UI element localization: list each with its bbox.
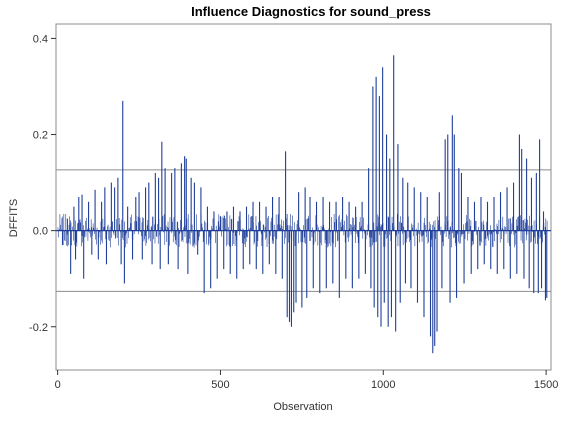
x-axis-ticks: 0 500 1000 1500 [55,370,558,391]
y-axis-ticks: -0.2 0.0 0.2 0.4 [29,33,56,334]
x-tick-label: 500 [211,379,229,391]
y-tick-label: 0.4 [33,33,48,45]
dffits-needles [57,55,548,354]
y-axis-label: DFFITS [8,199,20,238]
reference-lines [56,169,551,292]
y-tick-label: 0.0 [33,226,48,238]
plot-frame [55,23,552,371]
x-tick-label: 0 [55,379,61,391]
x-tick-label: 1000 [371,379,395,391]
x-tick-label: 1500 [534,379,558,391]
y-tick-label: -0.2 [29,322,48,334]
x-axis-label: Observation [273,401,332,413]
chart-title: Influence Diagnostics for sound_press [191,4,431,19]
y-tick-label: 0.2 [33,130,48,142]
